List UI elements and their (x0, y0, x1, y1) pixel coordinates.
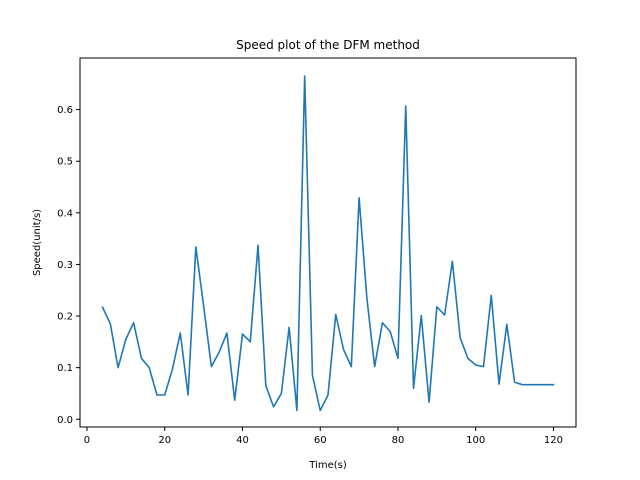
series-layer (101, 75, 555, 412)
x-axis: 0 20 40 60 80 100 120 (84, 427, 563, 446)
y-tick-label: 0.2 (57, 312, 73, 323)
x-tick-label: 80 (392, 435, 405, 446)
y-tick-label: 0.1 (57, 363, 73, 374)
y-axis-label: Speed(unit/s) (32, 209, 43, 276)
y-tick-label: 0.6 (57, 105, 73, 116)
x-axis-label: Time(s) (308, 460, 347, 471)
y-tick-label: 0.3 (57, 260, 73, 271)
x-tick-label: 60 (314, 435, 327, 446)
plot-area (79, 57, 577, 428)
y-axis: 0.0 0.1 0.2 0.3 0.4 0.5 0.6 (57, 105, 80, 426)
speed-series-line (101, 75, 555, 412)
chart-title: Speed plot of the DFM method (236, 38, 420, 52)
y-tick-label: 0.0 (57, 415, 73, 426)
x-tick-label: 100 (466, 435, 485, 446)
plot-frame (79, 57, 577, 428)
x-tick-label: 0 (84, 435, 90, 446)
x-tick-label: 20 (158, 435, 171, 446)
y-tick-label: 0.4 (57, 208, 73, 219)
x-tick-label: 40 (236, 435, 249, 446)
x-tick-label: 120 (544, 435, 563, 446)
y-tick-label: 0.5 (57, 157, 73, 168)
